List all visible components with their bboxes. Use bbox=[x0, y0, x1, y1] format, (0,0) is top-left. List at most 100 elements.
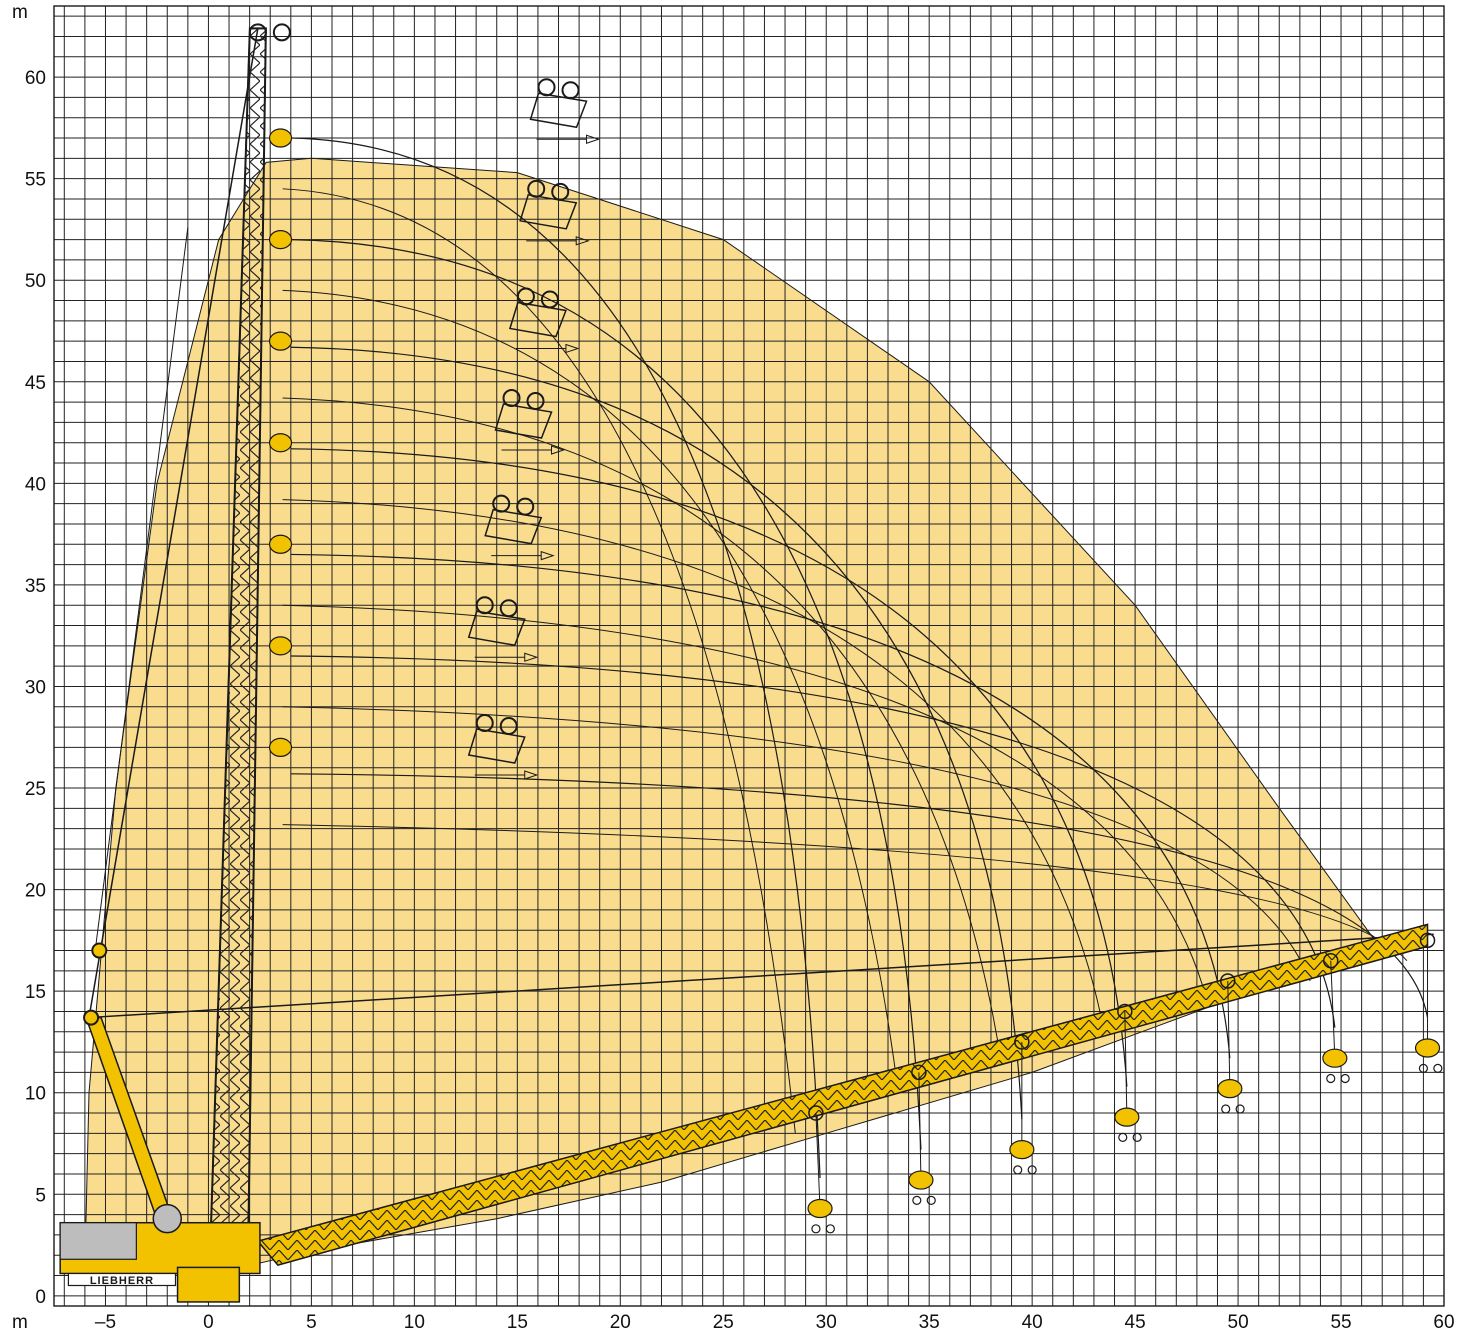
boom-head-sheave bbox=[272, 23, 291, 42]
y-tick-label: 20 bbox=[25, 881, 46, 902]
radius-curve-secondary bbox=[282, 824, 1408, 962]
radius-curve bbox=[290, 655, 1336, 1028]
boom-head-sheave bbox=[248, 23, 267, 42]
y-tick-label: 45 bbox=[25, 373, 46, 394]
hook bbox=[912, 1195, 922, 1205]
radius-arrowhead bbox=[524, 652, 539, 662]
x-tick-label: 0 bbox=[203, 1312, 214, 1333]
hook bbox=[1418, 1063, 1429, 1073]
y-tick-label: 15 bbox=[25, 982, 46, 1003]
x-tick-label: 50 bbox=[1228, 1312, 1249, 1333]
x-tick-label: –5 bbox=[95, 1312, 116, 1333]
jib-head-frame bbox=[494, 403, 553, 439]
hook bbox=[1340, 1073, 1350, 1084]
jib-head-frame bbox=[529, 92, 588, 129]
working-range-envelope bbox=[84, 157, 1424, 1266]
hoist-rope bbox=[1330, 960, 1336, 1059]
plot-frame bbox=[53, 5, 1445, 1307]
hoist-rope bbox=[1227, 980, 1231, 1089]
radius-curve-secondary bbox=[282, 397, 1002, 1063]
boom-hook-block bbox=[268, 433, 293, 453]
mast-sheave bbox=[91, 942, 108, 959]
brand-plate bbox=[67, 1272, 177, 1287]
hook bbox=[1326, 1073, 1336, 1084]
jib-head-frame bbox=[508, 301, 567, 338]
x-tick-label: 20 bbox=[610, 1312, 631, 1333]
hook-block bbox=[807, 1198, 833, 1219]
luffing-jib-lattice bbox=[257, 924, 1428, 1266]
jib-head-sheave bbox=[561, 81, 580, 100]
y-tick-label: 40 bbox=[25, 474, 46, 495]
radius-arrowhead bbox=[586, 134, 601, 144]
radius-arrowhead bbox=[551, 445, 566, 455]
radius-curve-secondary bbox=[282, 499, 1105, 1032]
axes: m m –5 0 5 10 15 20 25 30 35 40 45 50 55 60 0 5 10 15 20 25… bbox=[12, 2, 1455, 1333]
x-tick-label: 40 bbox=[1022, 1312, 1043, 1333]
x-tick-label: 55 bbox=[1330, 1312, 1351, 1333]
hook-block bbox=[1322, 1048, 1348, 1068]
radius-curve-secondary bbox=[282, 706, 1311, 982]
x-tick-label: 10 bbox=[404, 1312, 425, 1333]
y-tick-label: 25 bbox=[25, 779, 46, 800]
winch-drum bbox=[152, 1203, 183, 1234]
hoist-rope bbox=[1124, 1011, 1128, 1118]
radius-curve bbox=[290, 553, 1231, 1059]
hook bbox=[825, 1224, 835, 1234]
crawler-carbody bbox=[176, 1266, 241, 1303]
y-tick-label: 5 bbox=[35, 1185, 46, 1206]
x-tick-label: 15 bbox=[507, 1312, 528, 1333]
hook bbox=[1235, 1104, 1245, 1114]
radius-arrowhead bbox=[540, 550, 555, 561]
jib-head-frame bbox=[467, 728, 526, 764]
jib-head-frame bbox=[467, 610, 526, 647]
x-tick-label: 5 bbox=[306, 1312, 317, 1333]
x-tick-label: 45 bbox=[1125, 1312, 1146, 1333]
y-tick-label: 55 bbox=[25, 170, 46, 191]
x-tick-label: 35 bbox=[919, 1312, 940, 1333]
boom-hook-block bbox=[268, 737, 293, 758]
hook bbox=[1027, 1165, 1037, 1175]
hook bbox=[926, 1195, 936, 1205]
hook bbox=[1221, 1104, 1231, 1114]
hook-block bbox=[1414, 1038, 1441, 1058]
guy-rope bbox=[88, 933, 1434, 1019]
hook bbox=[1013, 1165, 1023, 1175]
jib-head-frame bbox=[484, 508, 543, 545]
x-axis-unit-label: m bbox=[12, 1312, 28, 1333]
hook bbox=[1433, 1063, 1443, 1073]
hoist-rope bbox=[815, 1113, 821, 1209]
hook bbox=[1132, 1132, 1142, 1143]
brand-logo: LIEBHERR bbox=[90, 1275, 154, 1287]
radius-curves bbox=[282, 137, 1429, 1179]
hook-block bbox=[908, 1170, 934, 1190]
hook bbox=[1118, 1132, 1128, 1143]
radius-curve bbox=[290, 346, 1023, 1120]
y-tick-label: 35 bbox=[25, 576, 46, 597]
y-tick-label: 0 bbox=[35, 1287, 46, 1308]
y-tick-label: 50 bbox=[25, 271, 46, 292]
y-tick-label: 60 bbox=[25, 68, 46, 89]
jib-head-sheave bbox=[537, 78, 556, 97]
x-tick-label: 30 bbox=[816, 1312, 837, 1333]
radius-arrowhead bbox=[565, 343, 580, 354]
hook bbox=[811, 1224, 821, 1234]
boom-hook-block bbox=[268, 534, 293, 554]
radius-curve-secondary bbox=[282, 289, 899, 1093]
hook-block bbox=[1009, 1139, 1035, 1160]
hook-block bbox=[1217, 1079, 1243, 1099]
x-tick-label: 25 bbox=[713, 1312, 734, 1333]
boom-hook-block bbox=[268, 128, 293, 148]
radius-arrowhead bbox=[575, 236, 590, 246]
radius-curve-secondary bbox=[282, 188, 796, 1134]
backstay-rope bbox=[88, 28, 259, 1018]
hook-block bbox=[1114, 1107, 1140, 1127]
counter-jib-sheave bbox=[83, 1009, 100, 1026]
hoist-rope bbox=[918, 1072, 922, 1181]
counterweight bbox=[59, 1222, 137, 1260]
radius-curve bbox=[290, 448, 1128, 1087]
radius-curve bbox=[290, 238, 922, 1150]
radius-arrowhead bbox=[524, 770, 539, 780]
envelope-area bbox=[84, 157, 1424, 1266]
boom-hook-block bbox=[268, 229, 293, 250]
